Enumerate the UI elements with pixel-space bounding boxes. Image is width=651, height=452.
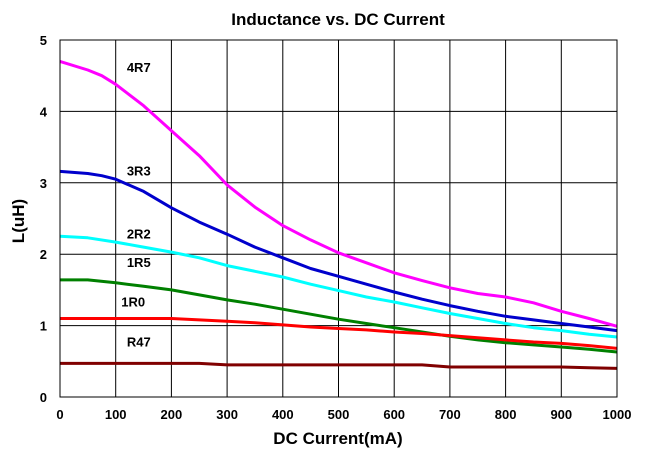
series-line-4r7	[59, 59, 618, 328]
series-label-3r3: 3R3	[127, 164, 151, 179]
x-tick-label: 100	[105, 407, 127, 422]
series-line-1r0	[60, 317, 618, 350]
y-tick-label: 4	[40, 104, 48, 119]
chart-title: Inductance vs. DC Current	[231, 10, 445, 29]
y-tick-label: 5	[40, 33, 47, 48]
x-tick-label: 1000	[603, 407, 632, 422]
y-tick-label: 2	[40, 247, 47, 262]
y-tick-label: 1	[40, 319, 47, 334]
series-label-r47: R47	[127, 334, 151, 349]
y-tick-label: 0	[40, 390, 47, 405]
x-tick-label: 800	[495, 407, 517, 422]
x-tick-label: 0	[56, 407, 63, 422]
x-tick-label: 700	[439, 407, 461, 422]
series-line-3r3	[59, 169, 618, 333]
plot-frame	[59, 39, 618, 398]
series-label-4r7: 4R7	[127, 60, 151, 75]
series-line-1r5	[60, 278, 618, 354]
series-line-r47	[60, 361, 618, 370]
series-label-2r2: 2R2	[127, 226, 151, 241]
series-label-1r5: 1R5	[127, 255, 151, 270]
x-tick-label: 900	[550, 407, 572, 422]
y-tick-labels: 0 1 2 3 4 5	[40, 33, 48, 405]
series-label-1r0: 1R0	[121, 294, 145, 309]
y-axis-label: L(uH)	[9, 199, 28, 243]
x-tick-label: 400	[272, 407, 294, 422]
x-tick-label: 500	[328, 407, 350, 422]
x-tick-labels: 0 100 200 300 400 500 600 700 800 900 1000	[56, 407, 631, 422]
series-lines	[59, 59, 618, 370]
y-tick-label: 3	[40, 176, 47, 191]
x-tick-label: 300	[216, 407, 238, 422]
x-tick-label: 200	[161, 407, 183, 422]
x-tick-label: 600	[383, 407, 405, 422]
x-axis-label: DC Current(mA)	[273, 429, 402, 448]
series-labels: 4R7 3R3 2R2 1R5 1R0 R47	[121, 60, 150, 349]
series-line-2r2	[59, 234, 618, 339]
